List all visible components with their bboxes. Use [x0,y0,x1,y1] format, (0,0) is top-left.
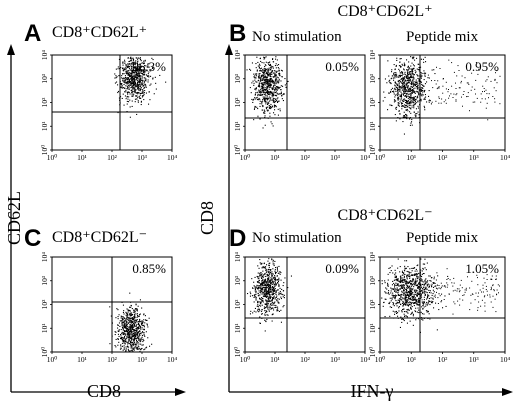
quadrant-percentage: 0.05% [325,59,359,74]
x-tick-label: 10⁴ [360,355,371,364]
x-tick-label: 10³ [469,355,480,364]
x-tick-label: 10⁰ [240,355,251,364]
x-tick-label: 10¹ [270,355,280,364]
y-tick-label: 10⁰ [40,145,49,156]
event-dots [246,56,289,129]
right-axis-arrow [225,44,513,396]
event-dots [247,258,292,332]
panel-letter-d: D [229,225,246,252]
quadrant-percentage: 1.05% [465,261,499,276]
x-tick-label: 10² [300,355,311,364]
quadrant-percentage: 0.85% [132,261,166,276]
y-tick-label: 10¹ [40,323,49,333]
x-tick-label: 10³ [137,153,148,162]
panel-title-b: CD8⁺CD62L⁺ [337,3,432,20]
y-tick-label: 10⁴ [233,50,242,61]
x-tick-label: 10⁰ [47,355,58,364]
y-tick-label: 10² [40,299,49,310]
quadrant-percentage: 96.3% [132,59,166,74]
y-tick-label: 10³ [233,275,242,286]
y-tick-label: 10² [40,97,49,108]
y-tick-label: 10¹ [233,323,242,333]
x-axis-label-ifn-gamma: IFN-γ [351,381,394,401]
y-tick-label: 10⁴ [233,252,242,263]
y-tick-label: 10² [233,299,242,310]
x-tick-label: 10⁰ [240,153,251,162]
y-tick-label: 10¹ [368,121,377,131]
y-tick-label: 10³ [40,275,49,286]
x-tick-label: 10⁰ [375,153,386,162]
panel-title-c: CD8⁺CD62L⁻ [52,229,147,246]
x-tick-label: 10¹ [406,355,416,364]
x-tick-label: 10² [438,153,449,162]
y-axis-label-cd8: CD8 [197,201,217,235]
event-dots [114,56,167,118]
y-tick-label: 10¹ [233,121,242,131]
plot-subtitle-d-peptide-mix: Peptide mix [406,230,479,246]
x-tick-label: 10² [300,153,311,162]
x-tick-label: 10¹ [270,153,280,162]
y-tick-label: 10² [368,299,377,310]
x-tick-label: 10⁴ [167,153,178,162]
x-axis-label-cd8: CD8 [87,381,121,401]
panel-letter-a: A [24,20,41,47]
x-tick-label: 10¹ [406,153,416,162]
y-tick-label: 10⁴ [368,252,377,263]
x-tick-label: 10¹ [77,153,87,162]
x-tick-label: 10² [438,355,449,364]
panel-letter-b: B [229,20,246,47]
x-tick-label: 10³ [469,153,480,162]
y-tick-label: 10⁰ [368,347,377,358]
x-tick-label: 10⁴ [167,355,178,364]
y-tick-label: 10¹ [40,121,49,131]
y-tick-label: 10⁴ [368,50,377,61]
x-tick-label: 10⁴ [500,355,511,364]
x-tick-label: 10⁰ [375,355,386,364]
quadrant-percentage: 0.95% [465,59,499,74]
y-tick-label: 10³ [368,275,377,286]
y-tick-label: 10² [233,97,242,108]
x-tick-label: 10⁴ [500,153,511,162]
y-tick-label: 10⁰ [368,145,377,156]
y-tick-label: 10³ [368,73,377,84]
y-tick-label: 10⁴ [40,252,49,263]
panel-title-a: CD8⁺CD62L⁺ [52,24,147,41]
y-axis-label-cd62l: CD62L [4,191,24,245]
y-tick-label: 10⁰ [233,145,242,156]
x-tick-label: 10² [107,153,118,162]
left-axis-arrow [7,44,186,396]
quadrant-percentage: 0.09% [325,261,359,276]
event-dots [382,56,501,135]
plot-subtitle-d-no-stimulation: No stimulation [252,230,342,246]
plot-subtitle-b-peptide-mix: Peptide mix [406,29,479,45]
y-tick-label: 10⁴ [40,50,49,61]
x-tick-label: 10³ [330,355,341,364]
y-tick-label: 10² [368,97,377,108]
x-tick-label: 10⁰ [47,153,58,162]
x-tick-label: 10⁴ [360,153,371,162]
panel-title-d: CD8⁺CD62L⁻ [337,207,432,224]
x-tick-label: 10³ [330,153,341,162]
y-tick-label: 10⁰ [40,347,49,358]
y-tick-label: 10⁰ [233,347,242,358]
y-tick-label: 10³ [233,73,242,84]
plot-subtitle-b-no-stimulation: No stimulation [252,29,342,45]
x-tick-label: 10¹ [77,355,87,364]
y-tick-label: 10¹ [368,323,377,333]
y-tick-label: 10³ [40,73,49,84]
x-tick-label: 10³ [137,355,148,364]
panel-letter-c: C [24,225,41,252]
x-tick-label: 10² [107,355,118,364]
event-dots [109,292,153,352]
event-dots [381,258,500,333]
